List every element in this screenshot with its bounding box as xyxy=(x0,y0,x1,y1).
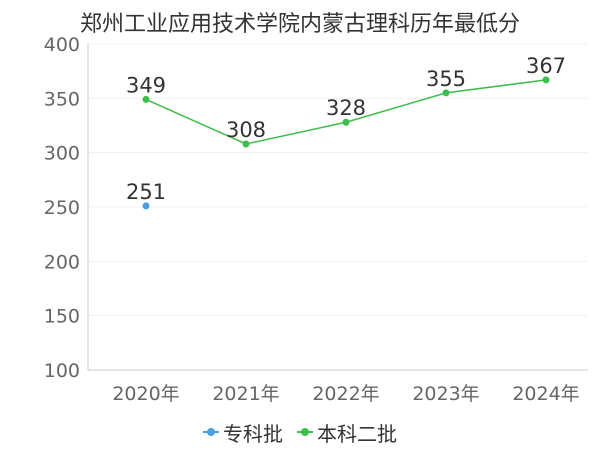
y-tick-label: 250 xyxy=(44,197,80,219)
data-label: 251 xyxy=(126,180,166,204)
data-point xyxy=(242,140,250,148)
chart-title: 郑州工业应用技术学院内蒙古理科历年最低分 xyxy=(79,12,520,37)
y-tick-label: 350 xyxy=(44,88,80,110)
y-tick-label: 150 xyxy=(44,306,80,328)
legend-item[interactable]: 专科批 xyxy=(203,418,283,447)
data-point xyxy=(142,202,150,210)
x-tick-label: 2024年 xyxy=(512,383,579,405)
y-tick-label: 400 xyxy=(44,34,80,56)
legend-marker-icon xyxy=(297,427,313,437)
data-label: 349 xyxy=(126,73,166,97)
legend-label: 专科批 xyxy=(223,421,283,446)
data-point xyxy=(542,76,550,84)
y-tick-label: 300 xyxy=(44,143,80,165)
data-point xyxy=(142,95,150,103)
data-label: 328 xyxy=(326,96,366,120)
data-label: 308 xyxy=(226,118,266,142)
x-tick-label: 2021年 xyxy=(212,383,279,405)
data-label: 355 xyxy=(426,67,466,91)
legend: 专科批 本科二批 xyxy=(0,418,600,446)
x-tick-label: 2023年 xyxy=(412,383,479,405)
y-tick-label: 200 xyxy=(44,251,80,273)
x-tick-label: 2022年 xyxy=(312,383,379,405)
data-label: 367 xyxy=(526,54,566,78)
y-tick-label: 100 xyxy=(44,360,80,382)
legend-item[interactable]: 本科二批 xyxy=(297,418,397,447)
x-tick-label: 2020年 xyxy=(112,383,179,405)
data-point xyxy=(442,89,450,97)
data-point xyxy=(342,118,350,126)
legend-marker-icon xyxy=(203,427,219,437)
legend-label: 本科二批 xyxy=(317,421,397,446)
